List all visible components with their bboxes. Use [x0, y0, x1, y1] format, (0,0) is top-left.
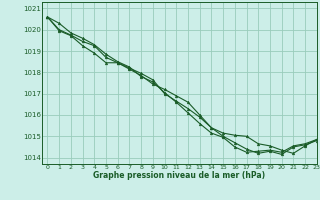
X-axis label: Graphe pression niveau de la mer (hPa): Graphe pression niveau de la mer (hPa) [93, 171, 265, 180]
